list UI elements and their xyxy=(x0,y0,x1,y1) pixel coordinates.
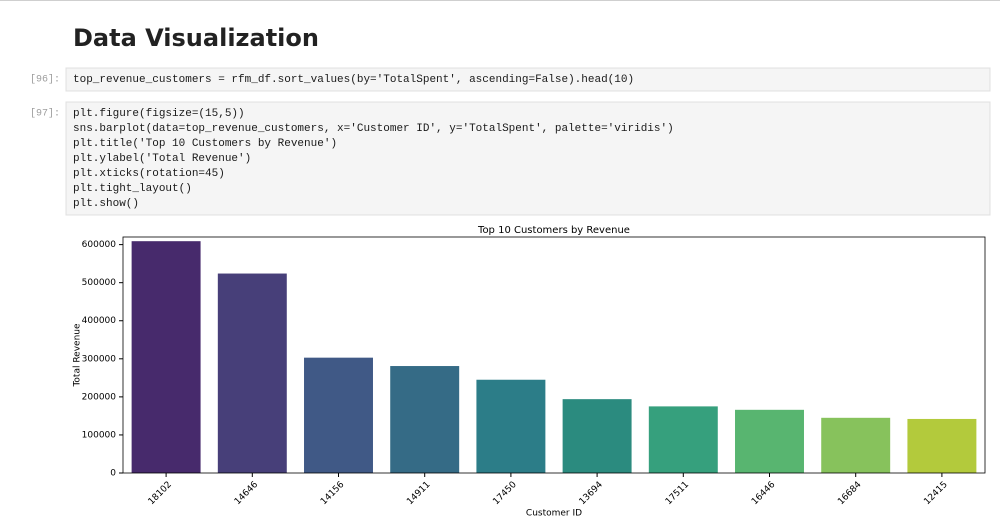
x-tick-label: 14156 xyxy=(319,480,347,508)
bar xyxy=(735,409,804,473)
plot-frame xyxy=(122,236,986,474)
cell-prompt: [96]: xyxy=(30,74,60,86)
code-line: sns.barplot(data=top_revenue_customers, … xyxy=(73,123,674,135)
x-tick-label: 16684 xyxy=(836,480,864,508)
code-cell xyxy=(65,101,991,216)
bar xyxy=(562,399,632,473)
code-line: plt.title('Top 10 Customers by Revenue') xyxy=(73,138,337,150)
code-line: top_revenue_customers = rfm_df.sort_valu… xyxy=(73,74,634,86)
bar xyxy=(907,418,977,473)
x-tick-label: 14646 xyxy=(233,480,261,508)
code-line: plt.show() xyxy=(73,198,139,210)
y-tick-label: 0 xyxy=(110,469,116,479)
heading: Data Visualization xyxy=(73,24,319,52)
y-tick-label: 600000 xyxy=(82,240,117,250)
y-tick-label: 400000 xyxy=(82,316,117,326)
code-line: plt.figure(figsize=(15,5)) xyxy=(73,108,245,120)
code-line: plt.ylabel('Total Revenue') xyxy=(73,153,251,165)
x-tick-label: 14911 xyxy=(405,480,432,507)
y-tick-label: 100000 xyxy=(82,430,117,440)
cell-prompt: [97]: xyxy=(30,108,60,120)
x-tick-label: 13694 xyxy=(578,480,606,508)
bar xyxy=(648,406,718,473)
x-tick-label: 16446 xyxy=(750,480,778,508)
bar xyxy=(217,273,287,473)
x-tick-label: 17450 xyxy=(491,480,519,508)
x-tick-label: 17511 xyxy=(664,480,691,507)
code-line: plt.xticks(rotation=45) xyxy=(73,168,225,180)
x-tick-label: 12415 xyxy=(922,480,949,507)
bar xyxy=(304,357,373,473)
bar xyxy=(476,379,546,473)
code-line: plt.tight_layout() xyxy=(73,183,192,195)
chart-title: Top 10 Customers by Revenue xyxy=(477,225,630,236)
y-tick-label: 200000 xyxy=(82,392,117,402)
code-cell xyxy=(65,67,991,92)
bar xyxy=(131,241,201,473)
x-tick-label: 18102 xyxy=(147,480,174,507)
bar xyxy=(821,417,891,473)
y-tick-label: 300000 xyxy=(82,354,117,364)
x-axis-label: Customer ID xyxy=(526,509,582,519)
y-tick-label: 500000 xyxy=(82,278,117,288)
bar xyxy=(390,366,460,473)
y-axis-label: Total Revenue xyxy=(73,323,83,388)
